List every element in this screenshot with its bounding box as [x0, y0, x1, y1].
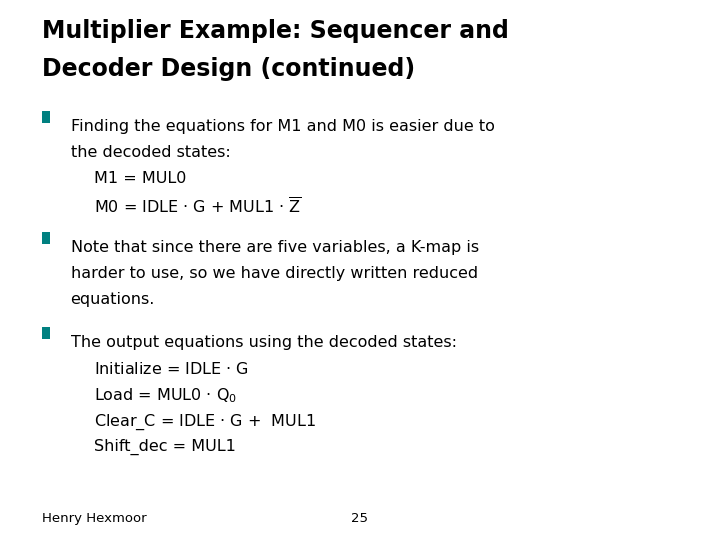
Text: Clear_C = IDLE $\cdot$ G +  MUL1: Clear_C = IDLE $\cdot$ G + MUL1: [94, 413, 316, 432]
Text: Note that since there are five variables, a K-map is: Note that since there are five variables…: [71, 240, 479, 255]
Text: M1 = MUL0: M1 = MUL0: [94, 171, 186, 186]
Text: Load = MUL0 $\cdot$ Q$_0$: Load = MUL0 $\cdot$ Q$_0$: [94, 387, 237, 406]
Text: M0 = IDLE $\cdot$ G + MUL1 $\cdot$ $\overline{\mathrm{Z}}$: M0 = IDLE $\cdot$ G + MUL1 $\cdot$ $\ove…: [94, 197, 301, 217]
Text: Finding the equations for M1 and M0 is easier due to: Finding the equations for M1 and M0 is e…: [71, 119, 495, 134]
Text: The output equations using the decoded states:: The output equations using the decoded s…: [71, 335, 456, 350]
Text: 25: 25: [351, 512, 369, 525]
Text: Multiplier Example: Sequencer and: Multiplier Example: Sequencer and: [42, 19, 508, 43]
Text: Initialize = IDLE $\cdot$ G: Initialize = IDLE $\cdot$ G: [94, 361, 248, 377]
Text: the decoded states:: the decoded states:: [71, 145, 230, 160]
Text: harder to use, so we have directly written reduced: harder to use, so we have directly writt…: [71, 266, 477, 281]
Text: Decoder Design (continued): Decoder Design (continued): [42, 57, 415, 80]
Text: Shift_dec = MUL1: Shift_dec = MUL1: [94, 438, 235, 455]
Text: Henry Hexmoor: Henry Hexmoor: [42, 512, 146, 525]
Text: equations.: equations.: [71, 292, 155, 307]
